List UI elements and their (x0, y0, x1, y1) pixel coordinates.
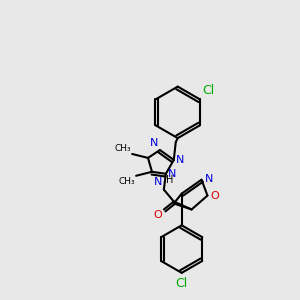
Text: H: H (166, 175, 173, 185)
Text: O: O (210, 190, 219, 201)
Text: CH₃: CH₃ (118, 177, 135, 186)
Text: Cl: Cl (176, 277, 188, 290)
Text: N: N (150, 138, 158, 148)
Text: N: N (168, 169, 176, 179)
Text: O: O (153, 210, 162, 220)
Text: N: N (205, 174, 213, 184)
Text: N: N (176, 155, 184, 165)
Text: CH₃: CH₃ (115, 144, 131, 153)
Text: Cl: Cl (202, 85, 214, 98)
Text: N: N (154, 177, 162, 187)
